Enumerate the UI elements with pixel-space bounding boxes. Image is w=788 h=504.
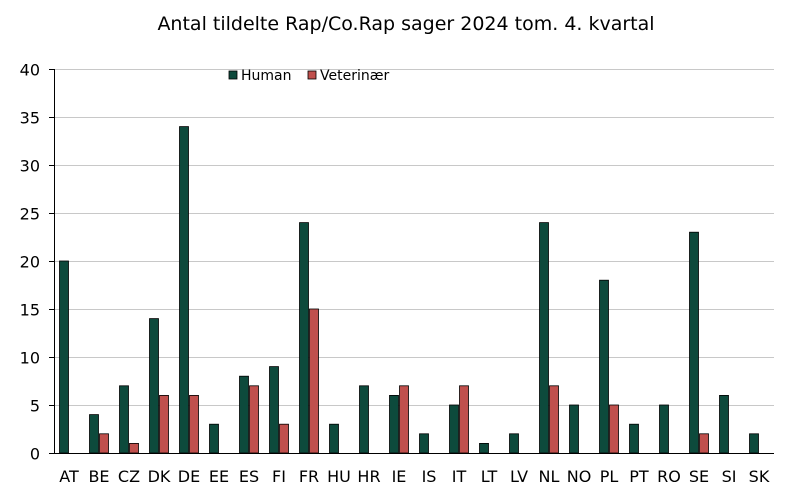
bars bbox=[59, 126, 759, 454]
bar-human-is bbox=[419, 433, 429, 454]
bar-human-es bbox=[239, 375, 249, 454]
bar-human-at bbox=[59, 260, 69, 454]
bar-human-fi bbox=[269, 366, 279, 454]
y-tick-label: 40 bbox=[20, 61, 40, 80]
x-tick-label: RO bbox=[657, 467, 681, 486]
legend-label: Veterinær bbox=[320, 68, 389, 84]
bar-veterinr-cz bbox=[129, 442, 139, 454]
x-tick-label: IE bbox=[392, 467, 407, 486]
x-tick-label: IS bbox=[422, 467, 437, 486]
y-tick-label: 35 bbox=[20, 109, 40, 128]
bar-human-it bbox=[449, 404, 459, 454]
bar-human-ie bbox=[389, 394, 399, 454]
bar-human-de bbox=[179, 126, 189, 454]
chart-title: Antal tildelte Rap/Co.Rap sager 2024 tom… bbox=[157, 13, 654, 35]
legend: Human Veterinær bbox=[228, 68, 389, 84]
x-tick-label: EE bbox=[209, 467, 229, 486]
y-tick-label: 15 bbox=[20, 301, 40, 320]
x-tick-label: FI bbox=[272, 467, 286, 486]
bar-human-lv bbox=[509, 433, 519, 454]
bar-veterinr-fi bbox=[279, 423, 289, 454]
x-tick-label: SK bbox=[749, 467, 770, 486]
bar-human-hu bbox=[329, 423, 339, 454]
x-tick-label: LV bbox=[510, 467, 528, 486]
x-tick-label: NO bbox=[567, 467, 592, 486]
x-tick-label: SE bbox=[689, 467, 709, 486]
y-tick-label: 20 bbox=[20, 253, 40, 272]
bar-human-nl bbox=[539, 222, 549, 454]
x-tick-label: FR bbox=[299, 467, 319, 486]
gridlines bbox=[54, 69, 774, 406]
bar-human-dk bbox=[149, 318, 159, 454]
x-tick-label: HU bbox=[327, 467, 351, 486]
y-tick-label: 10 bbox=[20, 349, 40, 368]
x-tick-label: ES bbox=[239, 467, 259, 486]
x-tick-label: CZ bbox=[118, 467, 140, 486]
x-tick-label: PT bbox=[629, 467, 649, 486]
bar-veterinr-es bbox=[249, 385, 259, 454]
x-tick-label: DK bbox=[148, 467, 171, 486]
x-tick-label: NL bbox=[539, 467, 560, 486]
y-tick-label: 30 bbox=[20, 157, 40, 176]
bar-veterinr-se bbox=[699, 433, 709, 454]
x-tick-label: HR bbox=[357, 467, 380, 486]
bar-veterinr-pl bbox=[609, 404, 619, 454]
bar-veterinr-it bbox=[459, 385, 469, 454]
bar-human-hr bbox=[359, 385, 369, 454]
legend-label: Human bbox=[241, 68, 292, 84]
bar-human-ro bbox=[659, 404, 669, 454]
legend-swatch bbox=[307, 70, 317, 80]
bar-human-ee bbox=[209, 423, 219, 454]
bar-human-be bbox=[89, 414, 99, 454]
y-tick-labels: 0 5 10 15 20 25 30 35 40 bbox=[20, 61, 40, 464]
bar-human-no bbox=[569, 404, 579, 454]
bar-human-se bbox=[689, 231, 699, 454]
bar-human-si bbox=[719, 394, 729, 454]
bar-veterinr-be bbox=[99, 433, 109, 454]
legend-swatch bbox=[228, 70, 238, 80]
bar-human-pl bbox=[599, 279, 609, 454]
y-tick-label: 5 bbox=[30, 397, 40, 416]
x-tick-label: SI bbox=[722, 467, 737, 486]
x-tick-label: BE bbox=[88, 467, 109, 486]
x-tick-label: PL bbox=[600, 467, 619, 486]
y-tick-label: 0 bbox=[30, 445, 40, 464]
bar-veterinr-dk bbox=[159, 394, 169, 454]
bar-human-sk bbox=[749, 433, 759, 454]
x-tick-labels: AT BE CZ DK DE EE ES FI FR HU HR IE IS IT LT LV NL NO PL PT… bbox=[59, 467, 770, 486]
x-tick-label: IT bbox=[452, 467, 467, 486]
y-tick-label: 25 bbox=[20, 205, 40, 224]
axes bbox=[49, 69, 774, 454]
x-tick-label: DE bbox=[178, 467, 200, 486]
bar-veterinr-de bbox=[189, 394, 199, 454]
x-tick-label: AT bbox=[59, 467, 79, 486]
bar-veterinr-ie bbox=[399, 385, 409, 454]
bar-human-cz bbox=[119, 385, 129, 454]
bar-human-pt bbox=[629, 423, 639, 454]
x-tick-label: LT bbox=[481, 467, 498, 486]
bar-human-lt bbox=[479, 442, 489, 454]
bar-veterinr-nl bbox=[549, 385, 559, 454]
bar-veterinr-fr bbox=[309, 308, 319, 454]
bar-human-fr bbox=[299, 222, 309, 454]
